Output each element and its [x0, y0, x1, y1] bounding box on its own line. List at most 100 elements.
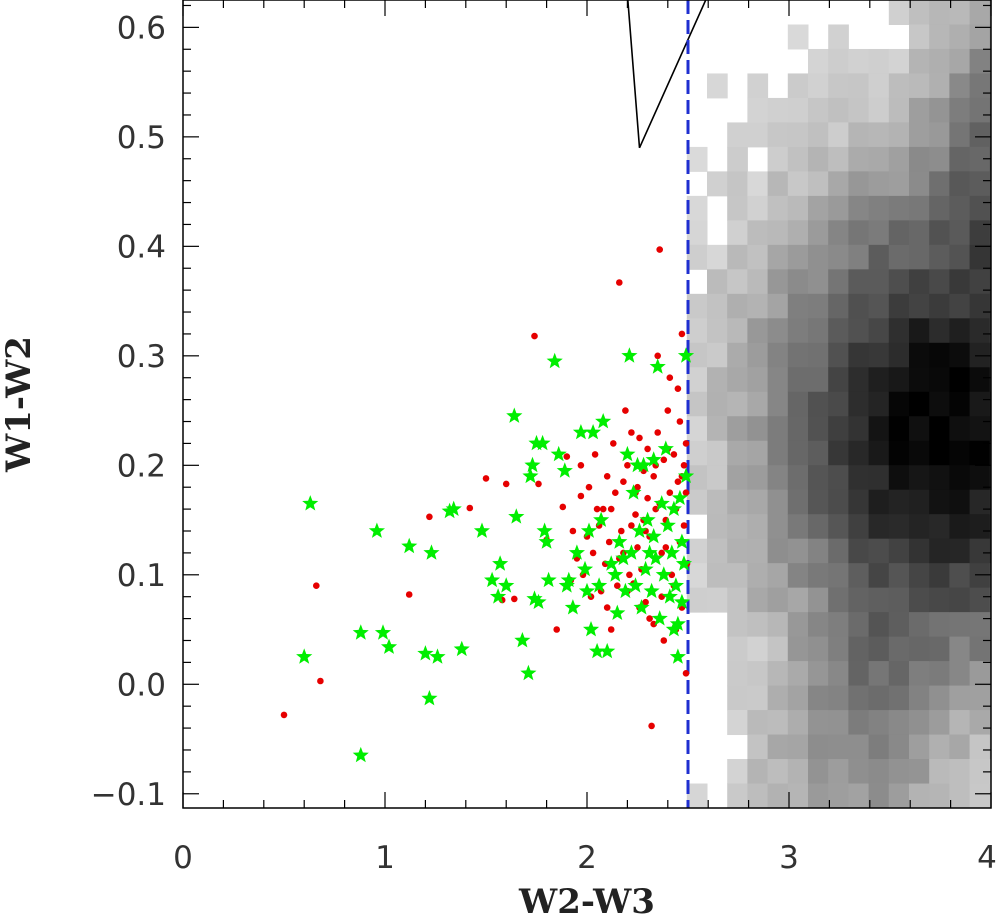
density-cell	[747, 416, 769, 442]
green-star-point	[546, 352, 563, 369]
density-cell	[868, 97, 890, 123]
density-cell	[707, 465, 728, 491]
density-cell	[969, 318, 991, 344]
density-cell	[707, 171, 728, 197]
red-dot-point	[666, 489, 674, 497]
density-cell	[686, 146, 708, 172]
green-star-point	[498, 577, 515, 593]
density-cell	[828, 342, 849, 368]
density-cell	[686, 318, 708, 344]
density-cell	[949, 636, 971, 662]
density-cell	[868, 269, 890, 295]
density-cell	[808, 514, 829, 540]
density-cell	[707, 587, 728, 613]
density-cell	[909, 734, 930, 760]
density-cell	[727, 367, 748, 393]
density-cell	[787, 489, 809, 515]
density-cell	[929, 342, 950, 368]
x-axis-title: W2-W3	[518, 882, 655, 921]
green-star-point	[619, 445, 636, 462]
density-cell	[747, 220, 769, 246]
density-cell	[727, 587, 748, 613]
density-cell	[686, 342, 708, 368]
red-dot-point	[626, 571, 633, 579]
red-dot-point	[531, 332, 538, 340]
red-dot-point	[644, 494, 651, 502]
density-cell	[787, 195, 809, 221]
green-star-point	[524, 456, 541, 473]
red-dot-point	[482, 475, 490, 482]
density-cell	[868, 636, 890, 662]
green-star-point	[639, 511, 656, 527]
density-cell	[969, 465, 991, 491]
density-cell	[747, 73, 769, 99]
density-cell	[808, 661, 829, 687]
density-cell	[929, 538, 950, 564]
density-cell	[727, 514, 748, 540]
density-cell	[929, 220, 950, 246]
red-dot-point	[666, 374, 674, 382]
density-cell	[888, 416, 910, 442]
density-cell	[808, 122, 829, 148]
density-cell	[868, 48, 890, 74]
density-cell	[787, 220, 809, 246]
density-cell	[949, 465, 971, 491]
density-cell	[686, 367, 708, 393]
density-cell	[909, 0, 930, 25]
density-cell	[888, 73, 910, 99]
density-cell	[848, 220, 870, 246]
red-dot-point	[674, 385, 682, 393]
green-star-point	[583, 621, 600, 637]
red-dot-point	[674, 478, 682, 486]
density-cell	[949, 73, 971, 99]
density-cell	[686, 440, 708, 466]
density-cell	[949, 612, 971, 638]
density-cell	[808, 318, 829, 344]
green-star-point	[530, 593, 547, 609]
density-cell	[707, 73, 728, 99]
green-star-point	[677, 467, 695, 484]
red-dot-point	[405, 591, 413, 598]
density-cell	[909, 759, 930, 785]
density-cell	[828, 734, 849, 760]
green-star-point	[599, 642, 616, 659]
density-cell	[909, 73, 930, 99]
density-cell	[909, 97, 930, 123]
density-cell	[949, 587, 971, 613]
density-cell	[888, 244, 910, 270]
density-cell	[828, 636, 849, 662]
red-dot-point	[607, 626, 615, 633]
density-cell	[949, 269, 971, 295]
density-cell	[929, 465, 950, 491]
density-cell	[747, 710, 769, 736]
density-cell	[929, 48, 950, 74]
red-dot-point	[313, 582, 320, 589]
green-star-point	[669, 648, 686, 664]
density-cell	[848, 685, 870, 711]
green-star-point	[508, 508, 525, 524]
density-cell	[868, 73, 890, 99]
red-dot-point	[607, 505, 615, 513]
density-cell	[949, 489, 971, 515]
density-cell	[888, 122, 910, 148]
density-cell	[828, 293, 849, 319]
green-star-point	[538, 533, 555, 549]
density-cell	[808, 587, 829, 613]
green-star-point	[645, 451, 662, 467]
density-cell	[949, 367, 971, 393]
density-cell	[767, 171, 789, 197]
red-dot-point	[680, 462, 688, 469]
density-cell	[727, 416, 748, 442]
green-star-point	[645, 528, 662, 544]
green-star-point	[611, 533, 628, 549]
density-cell	[868, 244, 890, 270]
density-cell	[767, 391, 789, 417]
red-dot-point	[610, 440, 617, 447]
density-cell	[808, 685, 829, 711]
density-cell	[969, 48, 991, 74]
density-cell	[969, 759, 991, 785]
density-cell	[848, 293, 870, 319]
density-cell	[848, 563, 870, 589]
density-cell	[848, 440, 870, 466]
density-cell	[888, 514, 910, 540]
